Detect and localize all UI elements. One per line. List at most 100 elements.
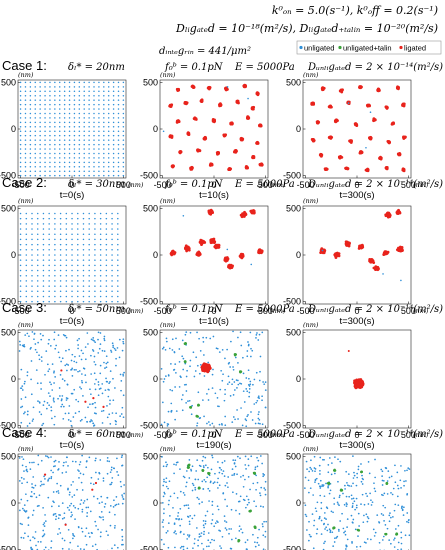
data-point <box>231 538 233 541</box>
data-point <box>37 400 39 402</box>
data-point <box>94 543 97 546</box>
data-point <box>43 400 46 403</box>
data-point <box>248 388 251 390</box>
data-point <box>83 90 85 93</box>
data-point <box>68 134 71 137</box>
data-point <box>73 86 76 88</box>
data-point <box>59 254 62 256</box>
data-point <box>234 418 236 421</box>
data-point <box>39 130 41 132</box>
data-point <box>107 143 110 146</box>
data-point <box>23 478 25 480</box>
data-point <box>42 300 45 303</box>
data-point <box>67 528 70 531</box>
data-point <box>49 94 51 97</box>
data-point <box>262 475 265 478</box>
data-point <box>77 525 80 528</box>
data-point <box>122 394 125 397</box>
data-point <box>308 539 310 542</box>
data-point <box>211 538 213 541</box>
data-point <box>195 527 198 529</box>
data-point <box>31 249 33 251</box>
data-point <box>109 483 111 486</box>
data-point <box>54 375 56 378</box>
data-point <box>44 103 46 106</box>
data-point <box>98 166 100 168</box>
data-point <box>198 252 201 255</box>
data-point <box>98 81 100 84</box>
data-point <box>90 338 93 341</box>
data-point <box>81 530 84 533</box>
data-point <box>99 264 102 267</box>
data-point <box>247 343 250 346</box>
data-point <box>259 492 261 494</box>
data-point <box>83 112 85 115</box>
data-point <box>117 290 119 293</box>
data-point <box>224 415 227 418</box>
data-point <box>192 547 194 550</box>
data-point <box>207 421 210 423</box>
data-point <box>175 337 177 340</box>
data-point <box>122 121 125 124</box>
data-point <box>59 374 62 376</box>
data-point <box>48 404 50 407</box>
data-point <box>94 520 97 523</box>
data-point <box>246 539 249 541</box>
data-point <box>365 513 368 516</box>
data-point <box>27 524 30 526</box>
data-point <box>42 243 45 246</box>
data-point <box>308 533 311 536</box>
data-point <box>390 475 393 478</box>
data-point <box>93 170 95 172</box>
data-point <box>65 233 68 235</box>
data-point <box>365 146 367 149</box>
data-point <box>179 468 181 471</box>
data-point <box>63 139 66 141</box>
data-point <box>180 545 183 548</box>
data-point <box>241 252 245 256</box>
data-point <box>36 300 39 303</box>
data-point <box>264 535 267 538</box>
data-point <box>263 520 265 523</box>
data-point <box>63 166 66 168</box>
data-point <box>189 365 191 368</box>
data-point <box>92 402 94 405</box>
data-point <box>42 254 45 256</box>
data-point <box>218 351 221 353</box>
data-point <box>44 139 46 141</box>
data-point <box>54 139 56 141</box>
data-point <box>44 99 46 101</box>
data-point <box>30 346 32 349</box>
data-point <box>344 530 346 533</box>
data-point <box>65 399 68 401</box>
data-point <box>31 290 33 293</box>
data-point <box>237 383 240 386</box>
data-point <box>68 166 71 168</box>
data-point <box>189 166 193 170</box>
y-tick-label: 0 <box>11 250 16 260</box>
data-point <box>166 463 169 466</box>
data-point <box>178 386 181 388</box>
data-point <box>107 130 110 132</box>
data-point <box>99 295 102 298</box>
data-point <box>58 356 61 359</box>
data-point <box>165 465 168 468</box>
data-point <box>26 374 29 377</box>
data-point <box>22 458 25 461</box>
data-point <box>93 355 96 358</box>
data-point <box>24 90 27 93</box>
data-point <box>39 108 41 110</box>
data-point <box>83 161 85 164</box>
x-tick-label: 0 <box>354 430 359 440</box>
data-point <box>86 420 88 423</box>
data-point <box>165 340 168 343</box>
data-point <box>54 143 56 146</box>
data-point <box>119 373 122 376</box>
data-point <box>232 394 235 396</box>
data-point <box>246 415 249 418</box>
data-point <box>29 90 32 93</box>
data-point <box>25 465 27 468</box>
data-point <box>24 148 27 150</box>
data-point <box>365 492 367 495</box>
